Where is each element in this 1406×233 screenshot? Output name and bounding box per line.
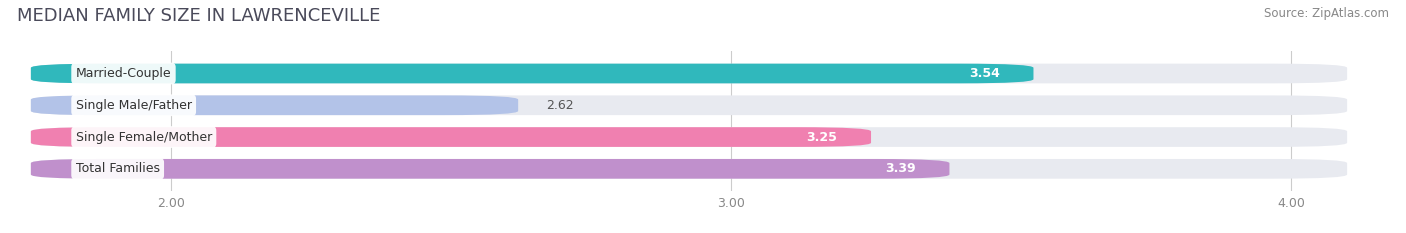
FancyBboxPatch shape (31, 64, 1347, 83)
Text: Total Families: Total Families (76, 162, 160, 175)
Text: Single Female/Mother: Single Female/Mother (76, 130, 212, 144)
Text: MEDIAN FAMILY SIZE IN LAWRENCEVILLE: MEDIAN FAMILY SIZE IN LAWRENCEVILLE (17, 7, 380, 25)
Text: 3.39: 3.39 (886, 162, 915, 175)
Text: Single Male/Father: Single Male/Father (76, 99, 191, 112)
FancyBboxPatch shape (31, 127, 1347, 147)
FancyBboxPatch shape (31, 159, 949, 179)
FancyBboxPatch shape (31, 64, 1033, 83)
Text: 2.62: 2.62 (546, 99, 574, 112)
FancyBboxPatch shape (31, 127, 872, 147)
Text: 3.25: 3.25 (807, 130, 838, 144)
FancyBboxPatch shape (31, 96, 519, 115)
FancyBboxPatch shape (31, 96, 1347, 115)
Text: 3.54: 3.54 (969, 67, 1000, 80)
Text: Married-Couple: Married-Couple (76, 67, 172, 80)
Text: Source: ZipAtlas.com: Source: ZipAtlas.com (1264, 7, 1389, 20)
FancyBboxPatch shape (31, 159, 1347, 179)
